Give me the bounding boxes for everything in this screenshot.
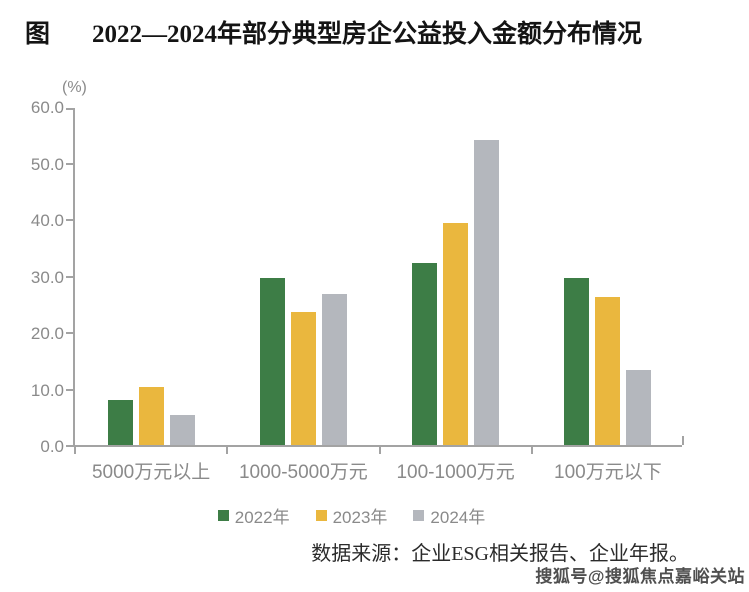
y-axis-unit-label: (%) bbox=[62, 79, 87, 96]
watermark-text: 搜狐号@搜狐焦点嘉峪关站 bbox=[535, 567, 745, 586]
y-tick-label: 40.0 bbox=[30, 211, 64, 230]
bar-2024年-100万元以下 bbox=[626, 369, 652, 445]
bar-2023年-100-1000万元 bbox=[443, 222, 469, 445]
y-tick-label: 50.0 bbox=[30, 154, 64, 174]
bar-2022年-1000-5000万元 bbox=[259, 278, 285, 445]
y-tick-mark bbox=[66, 219, 74, 221]
x-category-label: 5000万元以上 bbox=[91, 462, 211, 483]
x-tick-mark bbox=[226, 445, 229, 454]
y-tick-label: 30.0 bbox=[30, 267, 64, 287]
y-tick-mark bbox=[66, 108, 74, 110]
x-axis-end-tick bbox=[682, 436, 684, 445]
plot-area: 5000万元以上 1000-5000万元 100-1000万元 100万元以下 bbox=[66, 108, 684, 483]
x-tick-mark bbox=[74, 445, 76, 454]
chart-title: 图 2022—2024年部分典型房企公益投入金额分布情况 bbox=[25, 14, 642, 50]
legend-swatch bbox=[217, 510, 229, 521]
x-tick-mark bbox=[378, 445, 381, 454]
data-source-note: 数据来源：企业ESG相关报告、企业年报。 bbox=[311, 543, 689, 565]
legend-item-2024年: 2024年 bbox=[413, 503, 485, 528]
y-tick-mark bbox=[66, 162, 74, 165]
x-category-label: 100万元以下 bbox=[554, 462, 662, 483]
legend-label: 2024年 bbox=[430, 508, 486, 527]
bar-2022年-100万元以下 bbox=[564, 278, 590, 445]
y-tick-label: 10.0 bbox=[30, 380, 64, 400]
y-tick-label: 0.0 bbox=[40, 437, 64, 456]
y-tick-mark bbox=[66, 332, 74, 334]
bar-2023年-100万元以下 bbox=[595, 296, 621, 445]
bar-2024年-5000万元以上 bbox=[169, 415, 195, 445]
bar-2023年-1000-5000万元 bbox=[290, 311, 316, 445]
bar-2022年-100-1000万元 bbox=[412, 262, 438, 445]
y-tick-label: 20.0 bbox=[30, 324, 64, 343]
x-tick-mark bbox=[530, 445, 533, 454]
legend-item-2023年: 2023年 bbox=[315, 503, 388, 528]
legend-item-2022年: 2022年 bbox=[217, 503, 290, 528]
y-tick-label: 60.0 bbox=[30, 98, 64, 117]
legend-swatch bbox=[315, 510, 327, 521]
legend-swatch bbox=[413, 510, 425, 521]
bar-2022年-5000万元以上 bbox=[107, 399, 133, 445]
legend-label: 2023年 bbox=[332, 508, 388, 527]
x-category-label: 1000-5000万元 bbox=[238, 462, 368, 483]
y-tick-mark bbox=[66, 388, 74, 391]
y-tick-mark bbox=[66, 445, 74, 447]
chart-title-prefix: 图 bbox=[25, 21, 51, 48]
x-category-label: 100-1000万元 bbox=[396, 462, 515, 483]
bar-2023年-5000万元以上 bbox=[138, 386, 164, 445]
chart-legend: 2022年 2023年 2024年 bbox=[0, 503, 703, 528]
y-tick-mark bbox=[66, 275, 74, 278]
chart-title-text: 2022—2024年部分典型房企公益投入金额分布情况 bbox=[92, 21, 643, 48]
bar-2024年-100-1000万元 bbox=[474, 140, 500, 445]
bar-2024年-1000-5000万元 bbox=[321, 293, 347, 445]
legend-label: 2022年 bbox=[234, 508, 290, 527]
